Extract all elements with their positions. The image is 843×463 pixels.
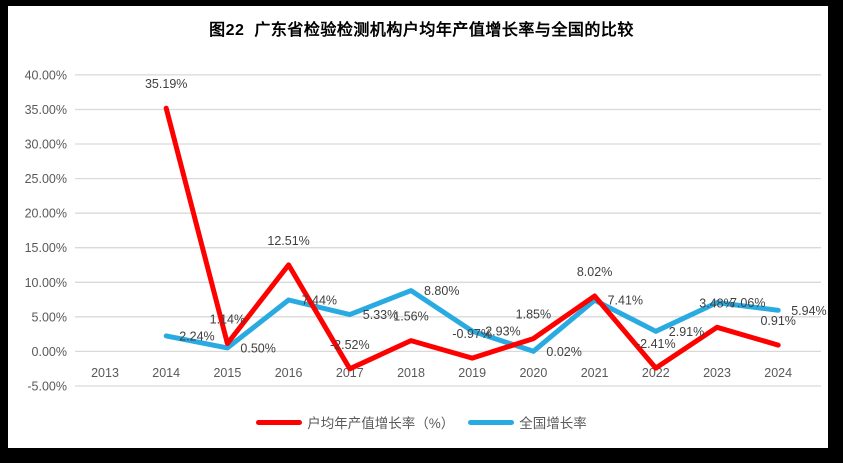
x-axis-tick-label: 2018: [397, 366, 425, 380]
x-axis-tick-label: 2019: [458, 366, 486, 380]
data-label: 7.41%: [608, 294, 643, 308]
red-line-swatch-icon: [256, 419, 303, 425]
data-label: 1.56%: [393, 310, 428, 324]
x-axis-tick-label: 2024: [764, 366, 792, 380]
x-axis-tick-label: 2016: [275, 366, 303, 380]
data-label: 35.19%: [145, 77, 187, 91]
data-label: 1.14%: [210, 313, 245, 327]
y-axis-tick-label: 0.00%: [32, 345, 67, 359]
x-axis-tick-label: 2017: [336, 366, 364, 380]
legend-item-national: 全国增长率: [468, 412, 587, 432]
data-label: 5.33%: [363, 308, 398, 322]
data-label: 12.51%: [267, 234, 309, 248]
chart-title: 图22 广东省检验检测机构户均年产值增长率与全国的比较: [209, 22, 634, 39]
y-axis-tick-label: 5.00%: [32, 310, 67, 324]
x-axis-tick-label: 2023: [703, 366, 731, 380]
y-axis-tick-label: 25.00%: [25, 172, 67, 186]
data-label: -2.41%: [636, 337, 676, 351]
data-label: 1.85%: [516, 308, 551, 322]
legend-label-national: 全国增长率: [519, 416, 587, 431]
data-label: 7.06%: [730, 296, 765, 310]
y-axis-tick-label: 40.00%: [25, 68, 67, 82]
legend: 户均年产值增长率（%） 全国增长率: [0, 412, 843, 432]
x-axis-tick-label: 2015: [213, 366, 241, 380]
x-axis-tick-label: 2022: [642, 366, 670, 380]
data-label: 5.94%: [791, 304, 826, 318]
y-axis-tick-label: 10.00%: [25, 276, 67, 290]
legend-item-provincial: 户均年产值增长率（%）: [256, 412, 454, 432]
data-label: 3.48%: [699, 296, 734, 310]
x-axis-tick-label: 2013: [91, 366, 119, 380]
data-label: 2.24%: [179, 329, 214, 343]
x-axis-tick-label: 2020: [519, 366, 547, 380]
y-axis-tick-label: 15.00%: [25, 241, 67, 255]
x-axis-tick-label: 2014: [152, 366, 180, 380]
y-axis-tick-label: -5.00%: [27, 380, 67, 394]
data-label: 7.44%: [302, 294, 337, 308]
data-label: 8.80%: [424, 284, 459, 298]
data-label: 0.02%: [546, 345, 581, 359]
chart-panel: [8, 6, 828, 448]
data-label: 2.93%: [485, 325, 520, 339]
legend-label-provincial: 户均年产值增长率（%）: [307, 416, 455, 431]
data-label: 0.50%: [240, 341, 275, 355]
series-line: [163, 105, 781, 372]
y-axis-tick-label: 20.00%: [25, 207, 67, 221]
y-axis-tick-label: 30.00%: [25, 138, 67, 152]
data-label: 2.91%: [669, 325, 704, 339]
x-axis-tick-label: 2021: [581, 366, 609, 380]
y-axis-tick-label: 35.00%: [25, 103, 67, 117]
data-label: 0.91%: [760, 314, 795, 328]
series-line: [163, 288, 781, 354]
data-label: 8.02%: [577, 265, 612, 279]
data-label: -0.97%: [452, 327, 492, 341]
blue-line-swatch-icon: [468, 419, 515, 425]
data-label: -2.52%: [330, 338, 370, 352]
